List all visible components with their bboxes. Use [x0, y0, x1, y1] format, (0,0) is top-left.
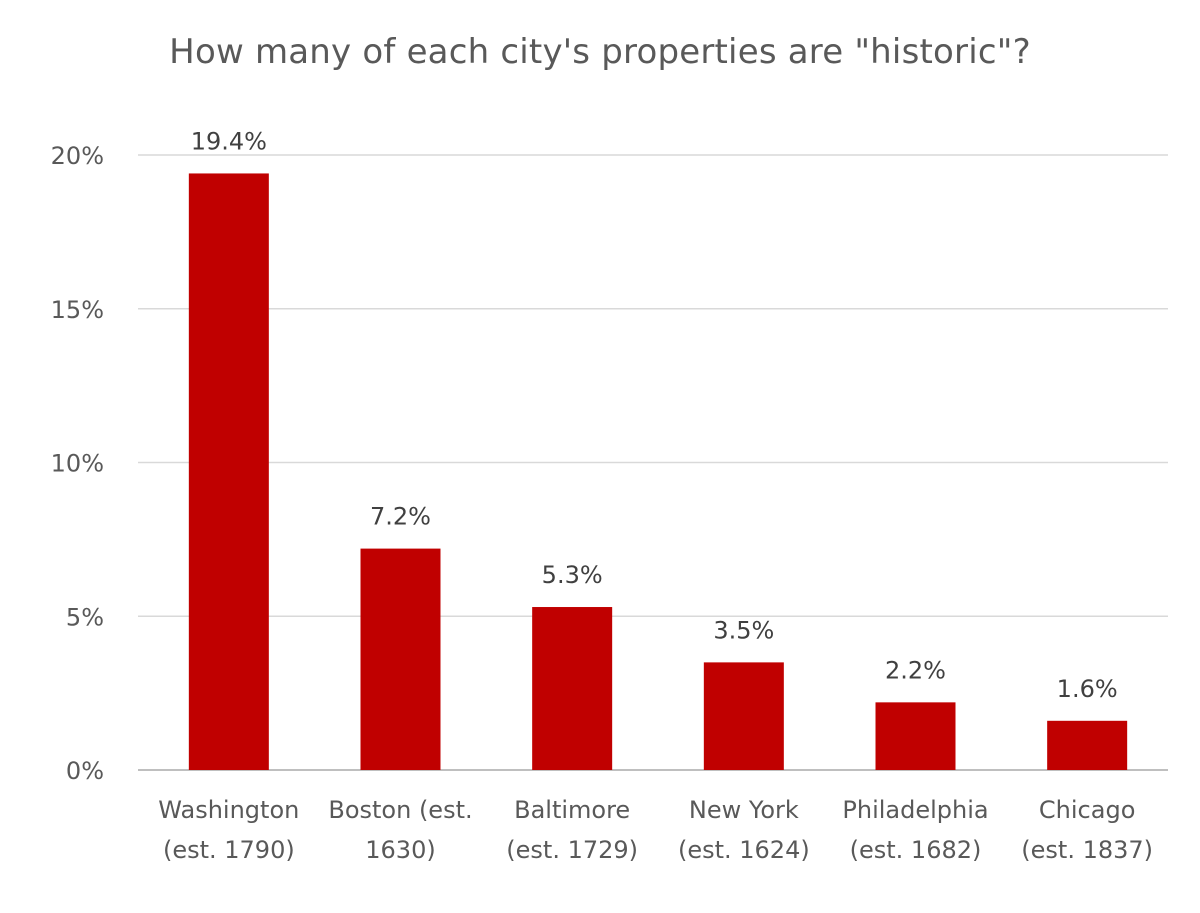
bar [360, 548, 441, 770]
x-category-label: New York [689, 796, 799, 824]
bar [188, 173, 269, 770]
data-label: 2.2% [885, 656, 946, 684]
y-tick-label: 20% [51, 142, 104, 170]
x-category-label: (est. 1729) [506, 836, 638, 864]
x-category-label: 1630) [365, 836, 435, 864]
x-category-label: Philadelphia [842, 796, 988, 824]
bar [532, 607, 613, 770]
x-category-label: (est. 1682) [850, 836, 982, 864]
y-tick-label: 0% [66, 757, 104, 785]
bar [1047, 720, 1128, 770]
y-tick-label: 10% [51, 450, 104, 478]
y-tick-label: 15% [51, 296, 104, 324]
data-label: 19.4% [191, 127, 267, 155]
data-label: 1.6% [1057, 675, 1118, 703]
data-label: 7.2% [370, 503, 431, 531]
chart-title: How many of each city's properties are "… [169, 32, 1031, 72]
data-label: 5.3% [542, 561, 603, 589]
y-tick-label: 5% [66, 603, 104, 631]
x-category-label: Washington [158, 796, 299, 824]
x-category-label: Chicago [1039, 796, 1135, 824]
x-category-label: (est. 1790) [163, 836, 295, 864]
bar [703, 662, 784, 770]
data-label: 3.5% [713, 616, 774, 644]
x-category-label: Baltimore [514, 796, 630, 824]
x-category-label: (est. 1624) [678, 836, 810, 864]
x-category-label: (est. 1837) [1021, 836, 1153, 864]
x-category-label: Boston (est. [328, 796, 472, 824]
bar [875, 702, 956, 770]
